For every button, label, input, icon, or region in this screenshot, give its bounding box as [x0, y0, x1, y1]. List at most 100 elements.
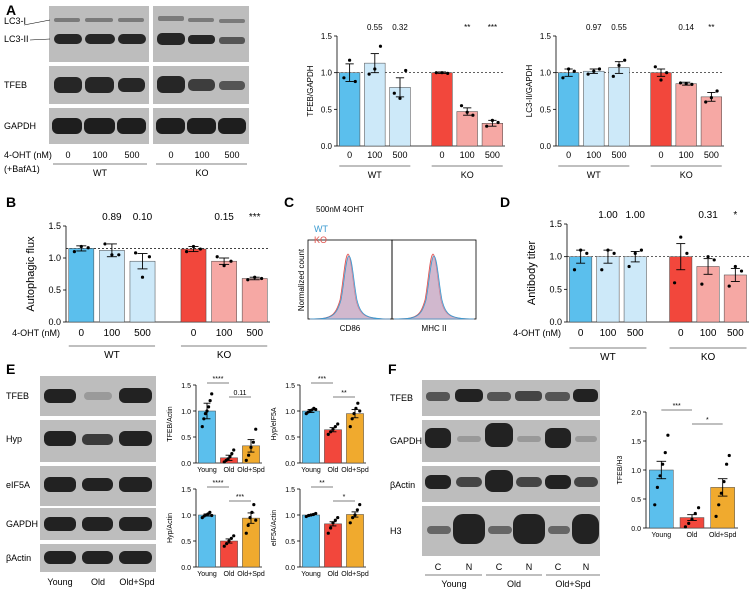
y-tick-label: 1.0 — [48, 253, 61, 263]
data-point — [232, 534, 236, 538]
y-tick-label: 0.0 — [285, 565, 295, 572]
data-point — [208, 399, 212, 403]
band-gapdh-5 — [187, 118, 216, 134]
chart-b-autophagic-flux: 0.0 0.5 1.0 1.5 Autophagic flux 0 100 0.89 500 0.… — [12, 212, 270, 361]
data-point — [465, 110, 469, 114]
y-tick-label: 1.0 — [549, 252, 562, 262]
group-label: WT — [104, 350, 120, 361]
band-lc3i-5 — [188, 18, 214, 22]
blot-f: TFEB GAPDH βActin H3 C N C N C N Young O… — [390, 380, 600, 589]
blot-e: TFEB Hyp eIF5A GAPDH βActin Young Old Ol… — [6, 376, 156, 587]
x-tick-label: Old+Spd — [237, 571, 265, 578]
x-tick-label: 100 — [216, 328, 233, 339]
flow-ylabel: Normalized count — [297, 248, 306, 311]
y-tick-label: 1.5 — [321, 32, 333, 41]
y-tick-label: 0.5 — [181, 435, 191, 442]
data-point — [733, 264, 737, 269]
bar — [364, 62, 386, 147]
band-tfeb-5 — [188, 79, 215, 91]
bar — [700, 96, 722, 147]
data-point — [227, 539, 231, 543]
data-point — [353, 79, 357, 84]
band-f-h3-2 — [453, 514, 485, 544]
blot-a-lane-3: 500 — [124, 150, 139, 160]
band-tfeb-2 — [85, 77, 114, 93]
bar — [583, 70, 605, 147]
sig-label: ** — [341, 390, 347, 397]
data-point — [358, 503, 362, 507]
band-tfeb-6 — [219, 81, 245, 90]
data-point — [612, 251, 616, 255]
y-tick-label: 1.0 — [181, 513, 191, 520]
data-point — [633, 251, 637, 255]
data-point — [706, 255, 710, 259]
data-point — [727, 284, 731, 288]
band-f-gapdh-3 — [485, 423, 513, 447]
band-f-tfeb-6 — [573, 389, 598, 402]
blot-f-group-oldspd: Old+Spd — [555, 579, 590, 589]
blot-e-row-tfeb: TFEB — [6, 391, 29, 401]
data-point — [600, 268, 604, 272]
y-tick-label: 0.5 — [549, 284, 562, 294]
data-point — [222, 544, 226, 548]
x-tick-label: Old+Spd — [709, 532, 737, 539]
data-point — [714, 514, 718, 519]
blot-f-lane-1: C — [435, 562, 442, 572]
significance-label: *** — [488, 23, 497, 32]
data-point — [333, 425, 337, 429]
blot-a-lane-1: 0 — [65, 150, 70, 160]
blot-f-lane-4: N — [526, 562, 533, 572]
blot-f-lane-6: N — [583, 562, 590, 572]
x-tick-label: 500 — [611, 150, 626, 160]
data-point — [490, 118, 494, 122]
bar — [558, 72, 580, 147]
data-point — [597, 67, 602, 71]
data-point — [722, 480, 726, 484]
x-axis-label: 4-OHT (nM) — [513, 328, 561, 338]
band-e-eif5a-1 — [44, 477, 76, 492]
band-e-actin-2 — [82, 551, 113, 564]
band-e-gapdh-2 — [82, 517, 113, 531]
sig-label: **** — [213, 480, 224, 487]
bar — [211, 260, 237, 323]
y-tick-label: 0.5 — [321, 105, 333, 114]
sig-label: **** — [213, 376, 224, 383]
blot-e-row-actin: βActin — [6, 553, 31, 563]
data-point — [709, 96, 714, 100]
x-tick-label: Young — [197, 467, 217, 474]
band-f-actin-2 — [456, 477, 482, 487]
chart-e-tfeb-actin: 0.0 0.5 1.0 1.5 TFEB/Actin Young Old Old+Spd ***… — [167, 376, 265, 474]
data-point — [348, 521, 352, 525]
blot-f-lane-5: C — [555, 562, 562, 572]
band-gapdh-6 — [218, 118, 246, 134]
blot-a-lane-2: 100 — [92, 150, 107, 160]
data-point — [329, 430, 333, 434]
x-tick-label: Young — [301, 571, 321, 578]
band-f-gapdh-1 — [425, 428, 451, 448]
blot-f-row-gapdh: GAPDH — [390, 436, 422, 446]
significance-label: 0.31 — [698, 210, 718, 221]
data-point — [326, 432, 330, 436]
band-f-h3-3 — [488, 526, 512, 534]
band-f-actin-1 — [425, 475, 451, 489]
panel-label-a: A — [6, 2, 16, 18]
data-point — [592, 69, 596, 73]
band-f-gapdh-5 — [545, 428, 571, 448]
data-point — [200, 425, 204, 429]
x-tick-label: 0 — [439, 150, 444, 160]
data-point — [244, 458, 248, 462]
data-point — [623, 58, 627, 62]
flow-legend-ko: KO — [314, 235, 327, 245]
y-tick-label: 0.5 — [285, 435, 295, 442]
blot-e-lane-oldspd: Old+Spd — [119, 577, 154, 587]
data-point — [617, 63, 621, 67]
blot-e-row-eif5a: eIF5A — [6, 480, 30, 490]
data-point — [229, 536, 233, 541]
data-point — [353, 513, 357, 517]
data-point — [446, 71, 450, 75]
y-tick-label: 1.0 — [631, 468, 641, 475]
bar — [675, 83, 697, 147]
data-point — [252, 503, 256, 507]
data-point — [653, 65, 657, 69]
